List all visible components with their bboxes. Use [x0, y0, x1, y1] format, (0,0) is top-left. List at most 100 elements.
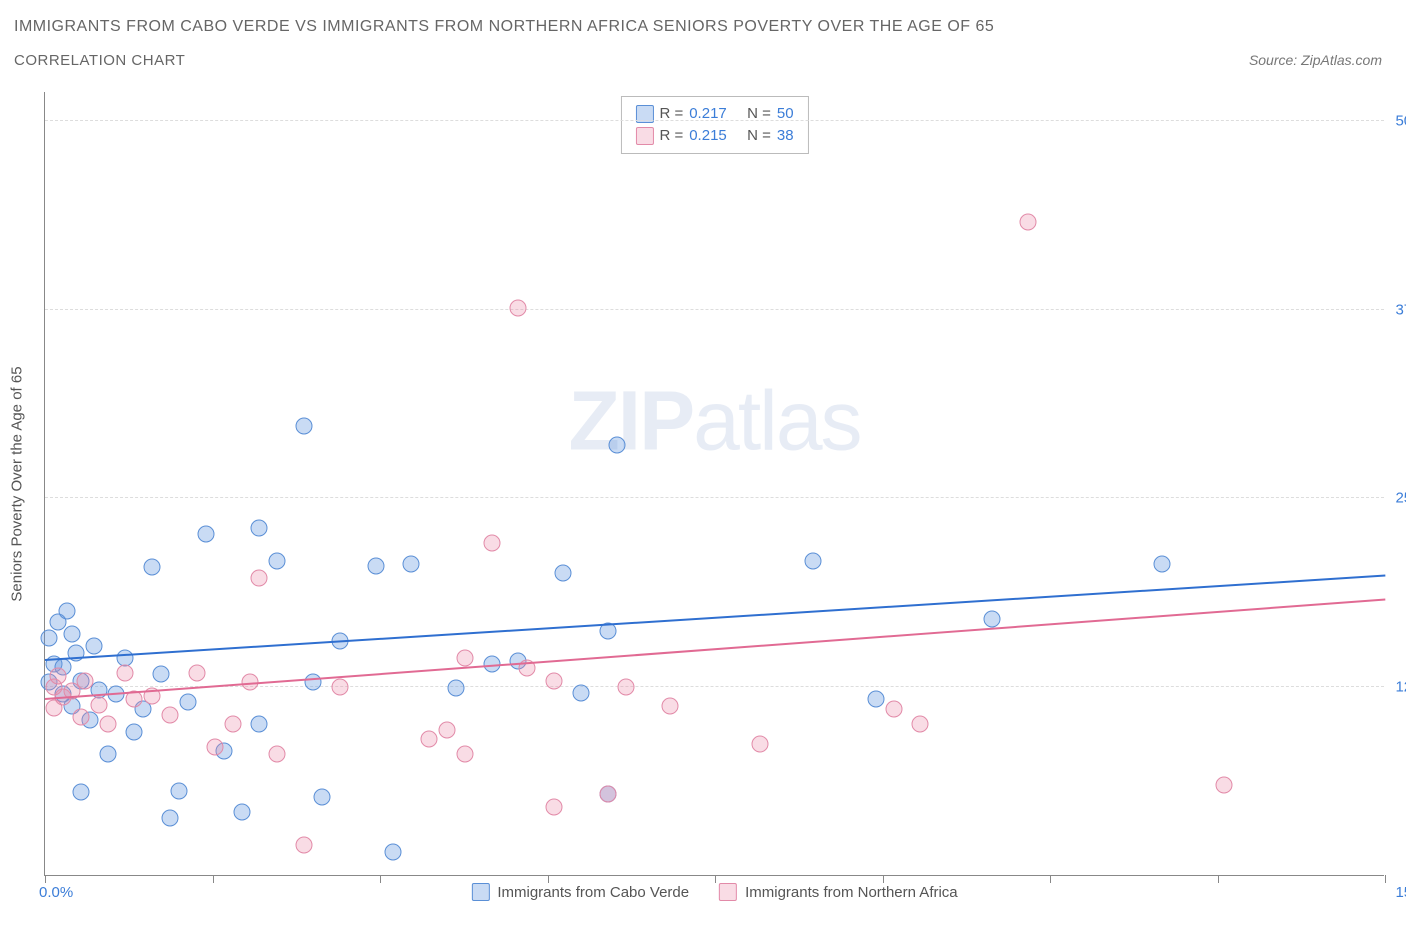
scatter-point-cabo_verde: [86, 637, 103, 654]
scatter-point-northern_africa: [50, 668, 67, 685]
scatter-point-cabo_verde: [153, 666, 170, 683]
scatter-point-northern_africa: [1216, 776, 1233, 793]
scatter-point-northern_africa: [251, 570, 268, 587]
x-tick: [213, 875, 214, 883]
scatter-point-northern_africa: [77, 672, 94, 689]
scatter-point-northern_africa: [456, 649, 473, 666]
scatter-point-cabo_verde: [251, 520, 268, 537]
x-tick: [1385, 875, 1386, 883]
scatter-point-cabo_verde: [805, 553, 822, 570]
scatter-point-northern_africa: [72, 708, 89, 725]
scatter-point-northern_africa: [421, 731, 438, 748]
r-value-series-1: 0.217: [689, 103, 727, 125]
scatter-point-cabo_verde: [269, 553, 286, 570]
scatter-point-northern_africa: [483, 535, 500, 552]
series-legend: Immigrants from Cabo Verde Immigrants fr…: [471, 883, 957, 901]
legend-item-series-2: Immigrants from Northern Africa: [719, 883, 958, 901]
scatter-point-northern_africa: [662, 698, 679, 715]
x-axis-max-label: 15.0%: [1395, 884, 1406, 901]
scatter-point-cabo_verde: [867, 690, 884, 707]
series-2-name: Immigrants from Northern Africa: [745, 884, 958, 901]
scatter-point-cabo_verde: [99, 746, 116, 763]
swatch-series-2: [719, 883, 737, 901]
correlation-legend: R = 0.217 N = 50 R = 0.215 N = 38: [620, 96, 808, 154]
swatch-series-1: [471, 883, 489, 901]
gridline: [45, 497, 1384, 498]
scatter-point-northern_africa: [331, 678, 348, 695]
scatter-point-cabo_verde: [555, 565, 572, 582]
scatter-point-northern_africa: [90, 696, 107, 713]
watermark-light: atlas: [693, 373, 860, 467]
legend-row-series-1: R = 0.217 N = 50: [635, 103, 793, 125]
y-tick-label: 25.0%: [1395, 490, 1406, 507]
scatter-point-northern_africa: [885, 701, 902, 718]
scatter-point-cabo_verde: [162, 809, 179, 826]
watermark: ZIPatlas: [568, 372, 860, 469]
scatter-point-northern_africa: [117, 664, 134, 681]
legend-row-series-2: R = 0.215 N = 38: [635, 125, 793, 147]
scatter-point-northern_africa: [456, 746, 473, 763]
scatter-point-cabo_verde: [296, 417, 313, 434]
chart-subtitle: CORRELATION CHART: [14, 52, 185, 69]
scatter-point-northern_africa: [912, 716, 929, 733]
scatter-point-northern_africa: [99, 716, 116, 733]
x-tick: [45, 875, 46, 883]
r-label: R =: [659, 125, 683, 147]
n-label: N =: [747, 125, 771, 147]
series-1-name: Immigrants from Cabo Verde: [497, 884, 689, 901]
scatter-point-cabo_verde: [63, 625, 80, 642]
scatter-point-northern_africa: [206, 738, 223, 755]
r-label: R =: [659, 103, 683, 125]
scatter-point-cabo_verde: [983, 610, 1000, 627]
scatter-point-northern_africa: [162, 707, 179, 724]
source-attribution: Source: ZipAtlas.com: [1249, 52, 1382, 68]
scatter-point-cabo_verde: [197, 526, 214, 543]
y-axis-label: Seniors Poverty Over the Age of 65: [9, 366, 26, 601]
scatter-point-northern_africa: [617, 678, 634, 695]
legend-item-series-1: Immigrants from Cabo Verde: [471, 883, 689, 901]
scatter-point-cabo_verde: [179, 693, 196, 710]
x-tick: [1218, 875, 1219, 883]
scatter-point-cabo_verde: [573, 684, 590, 701]
scatter-point-northern_africa: [439, 722, 456, 739]
scatter-point-cabo_verde: [233, 803, 250, 820]
scatter-point-cabo_verde: [313, 788, 330, 805]
scatter-point-northern_africa: [599, 785, 616, 802]
scatter-plot-area: Seniors Poverty Over the Age of 65 ZIPat…: [44, 92, 1384, 876]
chart-title: IMMIGRANTS FROM CABO VERDE VS IMMIGRANTS…: [14, 18, 994, 36]
scatter-point-northern_africa: [224, 716, 241, 733]
y-tick-label: 37.5%: [1395, 301, 1406, 318]
scatter-point-cabo_verde: [367, 557, 384, 574]
scatter-point-northern_africa: [1019, 214, 1036, 231]
n-value-series-1: 50: [777, 103, 794, 125]
scatter-point-northern_africa: [510, 300, 527, 317]
gridline: [45, 120, 1384, 121]
scatter-point-cabo_verde: [305, 674, 322, 691]
scatter-point-northern_africa: [296, 836, 313, 853]
scatter-point-cabo_verde: [403, 556, 420, 573]
scatter-point-cabo_verde: [385, 844, 402, 861]
y-tick-label: 12.5%: [1395, 678, 1406, 695]
scatter-point-cabo_verde: [1153, 556, 1170, 573]
scatter-point-northern_africa: [546, 672, 563, 689]
scatter-point-cabo_verde: [72, 784, 89, 801]
x-axis-min-label: 0.0%: [39, 884, 73, 901]
n-label: N =: [747, 103, 771, 125]
gridline: [45, 309, 1384, 310]
scatter-point-cabo_verde: [171, 782, 188, 799]
r-value-series-2: 0.215: [689, 125, 727, 147]
scatter-point-cabo_verde: [251, 716, 268, 733]
scatter-point-cabo_verde: [126, 723, 143, 740]
x-tick: [1050, 875, 1051, 883]
scatter-point-cabo_verde: [41, 630, 58, 647]
swatch-series-2: [635, 127, 653, 145]
scatter-point-cabo_verde: [447, 680, 464, 697]
x-tick: [380, 875, 381, 883]
scatter-point-northern_africa: [269, 746, 286, 763]
x-tick: [715, 875, 716, 883]
y-tick-label: 50.0%: [1395, 113, 1406, 130]
scatter-point-cabo_verde: [59, 603, 76, 620]
x-tick: [883, 875, 884, 883]
scatter-point-cabo_verde: [144, 559, 161, 576]
x-tick: [548, 875, 549, 883]
